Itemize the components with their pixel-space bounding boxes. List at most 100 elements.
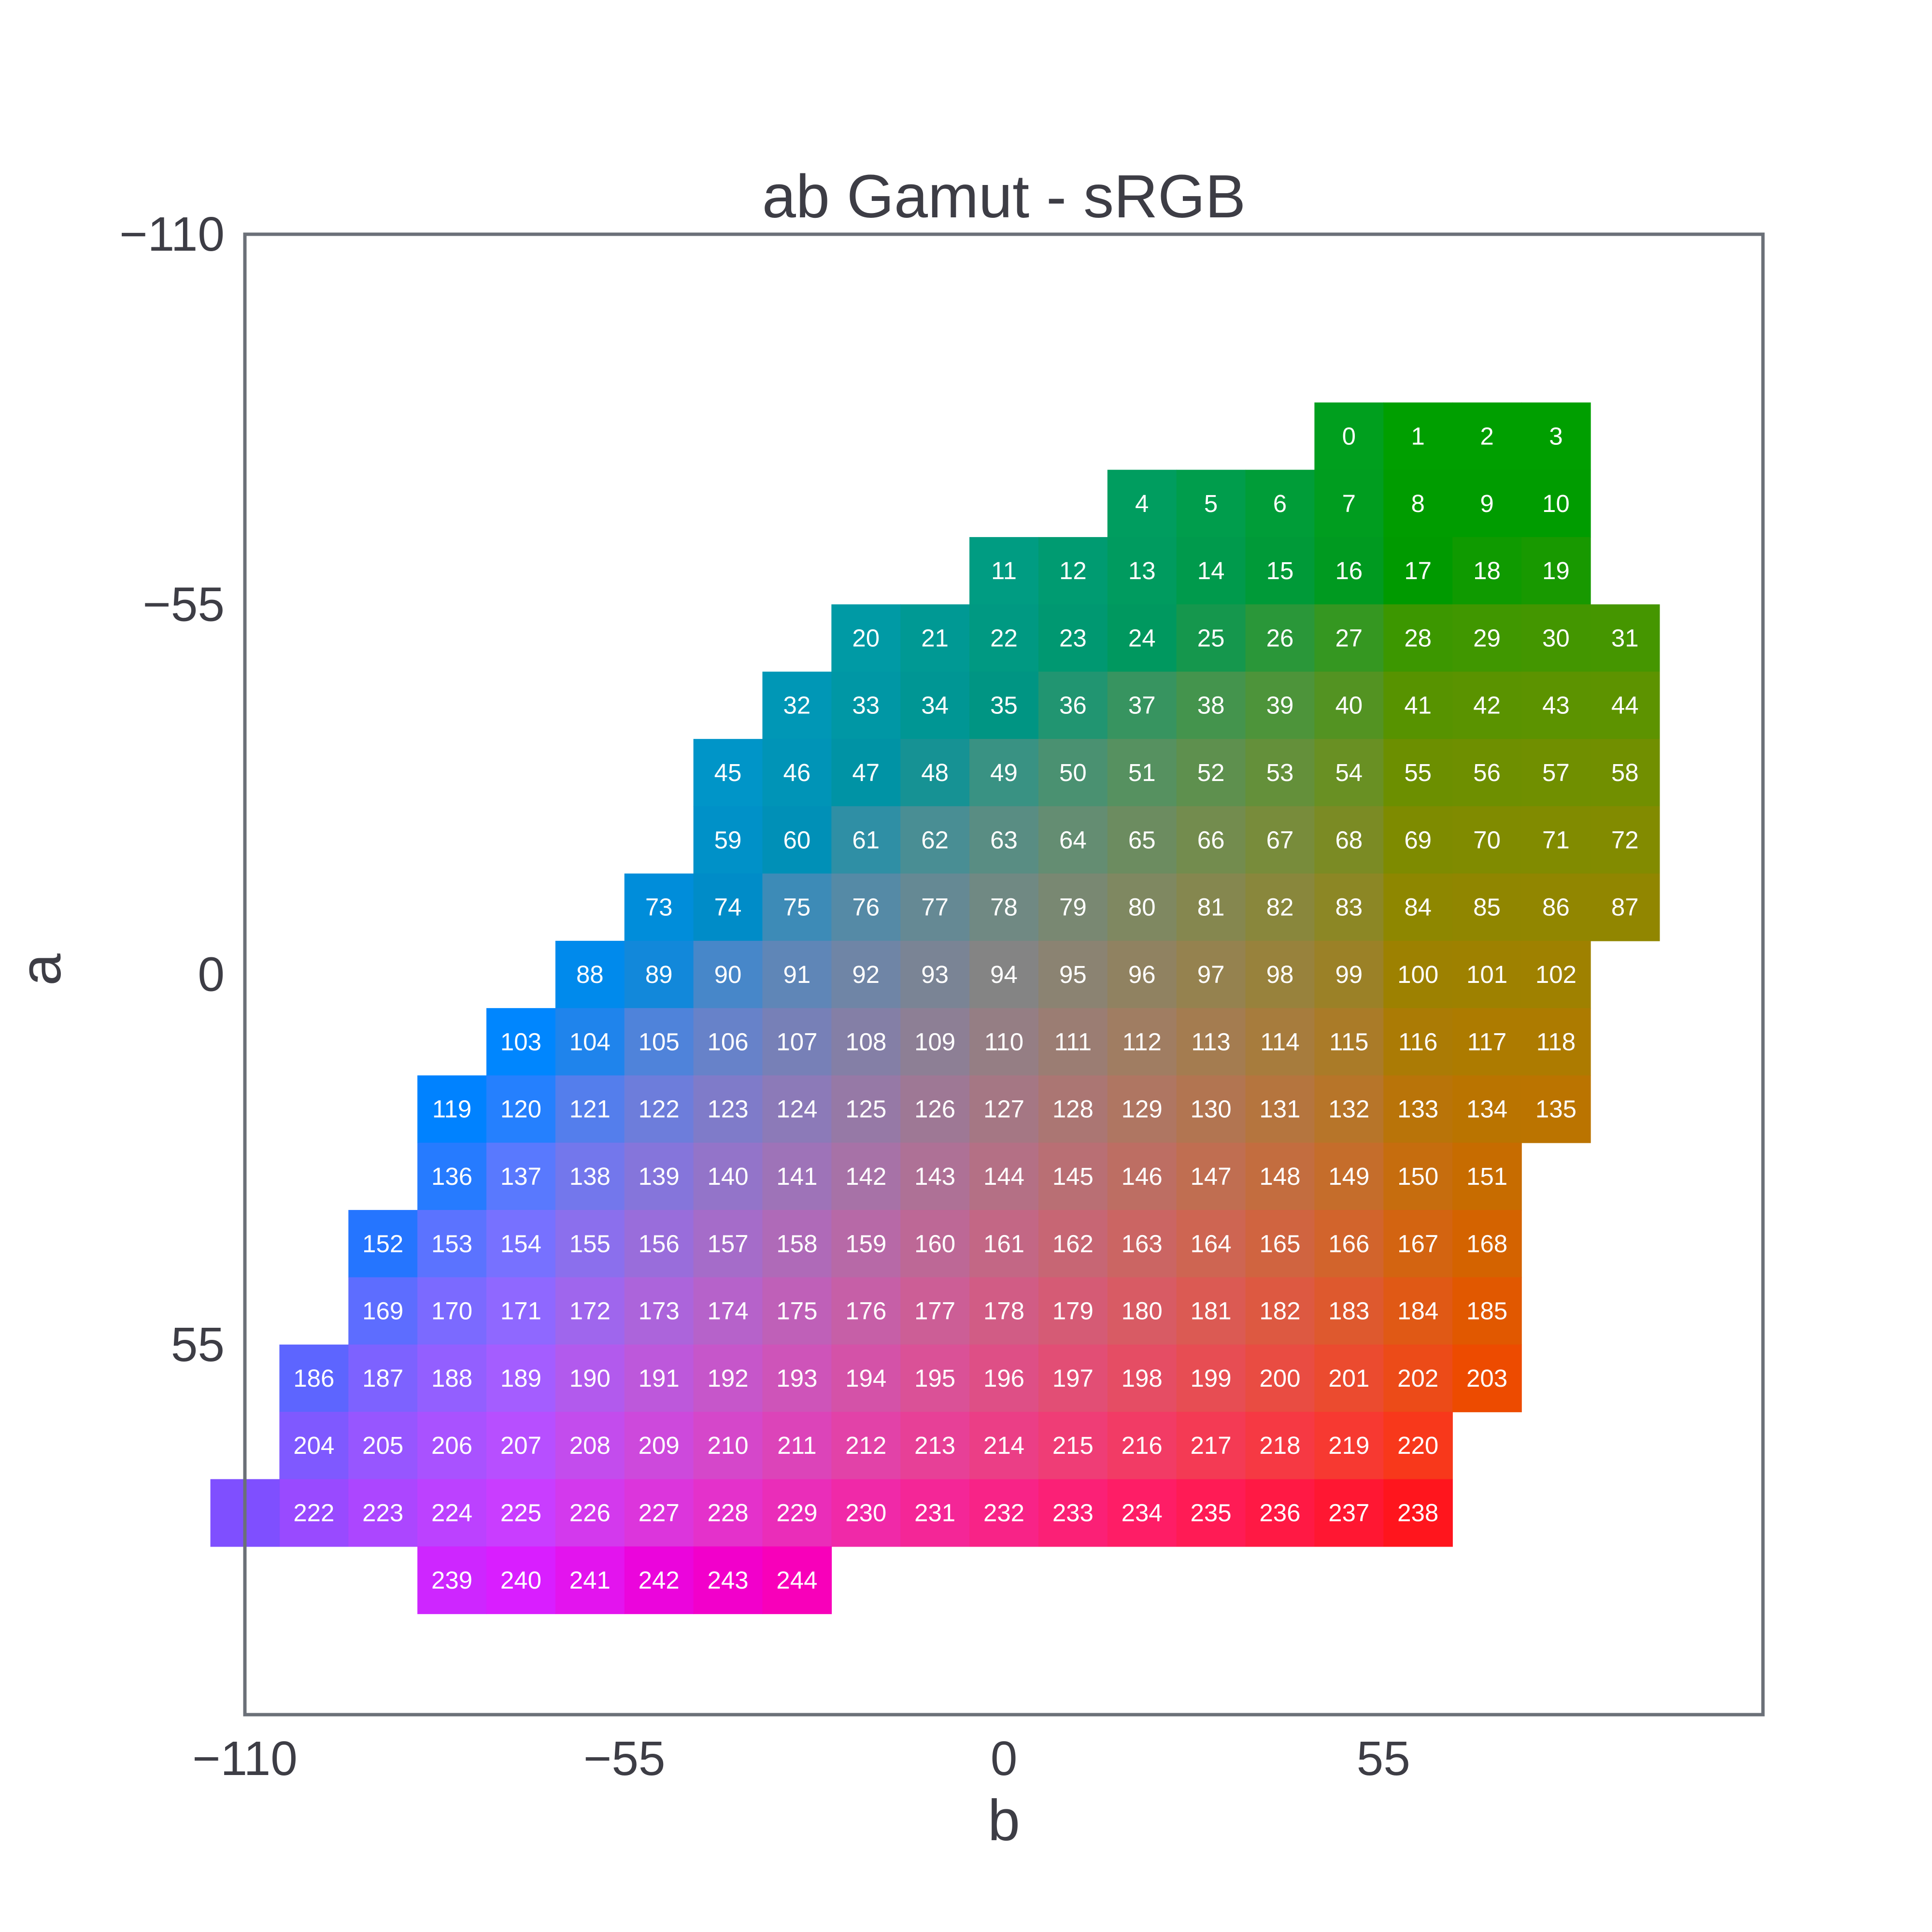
gamut-cell: [831, 940, 901, 1009]
gamut-cell: [1383, 1412, 1453, 1480]
cell-index-label: 179: [1052, 1297, 1094, 1325]
cell-index-label: 31: [1611, 624, 1639, 652]
gamut-cell: [624, 1546, 694, 1614]
gamut-cell: [1245, 1210, 1315, 1278]
gamut-cell: [1314, 604, 1384, 672]
gamut-cell: [693, 873, 763, 941]
cell-index-label: 226: [569, 1499, 611, 1527]
cell-index-label: 27: [1335, 624, 1363, 652]
cell-index-label: 37: [1128, 692, 1156, 719]
gamut-cell: [1107, 1008, 1177, 1076]
gamut-cell: [1245, 604, 1315, 672]
gamut-cell: [1452, 537, 1522, 605]
gamut-cell: [762, 1412, 832, 1480]
cell-index-label: 76: [852, 894, 880, 921]
cell-index-label: 152: [362, 1230, 403, 1257]
cell-index-label: 80: [1128, 894, 1156, 921]
gamut-cell: [1107, 1277, 1177, 1345]
gamut-cell: [1452, 1142, 1522, 1210]
y-tick-label: −110: [119, 207, 225, 261]
cell-index-label: 41: [1404, 692, 1432, 719]
gamut-cell: [1245, 1479, 1315, 1547]
gamut-cell: [1452, 1277, 1522, 1345]
cell-index-label: 213: [914, 1432, 955, 1459]
cell-index-label: 157: [707, 1230, 748, 1257]
cell-index-label: 164: [1191, 1230, 1232, 1257]
cell-index-label: 206: [431, 1432, 472, 1459]
cell-index-label: 153: [431, 1230, 472, 1257]
cell-index-label: 187: [362, 1364, 403, 1392]
cell-index-label: 243: [707, 1566, 748, 1594]
cell-index-label: 32: [783, 692, 811, 719]
gamut-cell: [555, 1277, 625, 1345]
gamut-cell: [417, 1142, 487, 1210]
gamut-cell: [762, 1344, 832, 1412]
gamut-cell: [1452, 739, 1522, 807]
gamut-cell: [1521, 469, 1591, 538]
gamut-cell: [1038, 1479, 1108, 1547]
cell-index-label: 147: [1191, 1163, 1232, 1190]
gamut-cell: [1590, 604, 1660, 672]
cell-index-label: 137: [500, 1163, 541, 1190]
gamut-cell: [1107, 537, 1177, 605]
cell-index-label: 202: [1397, 1364, 1438, 1392]
cell-index-label: 120: [500, 1095, 541, 1123]
gamut-cell: [486, 1142, 556, 1210]
gamut-cell: [969, 873, 1039, 941]
gamut-cell: [1245, 1277, 1315, 1345]
gamut-cell: [624, 1075, 694, 1143]
gamut-cell: [969, 739, 1039, 807]
gamut-cell: [969, 1412, 1039, 1480]
gamut-cell: [1383, 1210, 1453, 1278]
cell-index-label: 193: [776, 1364, 817, 1392]
cell-index-label: 72: [1611, 826, 1639, 853]
cell-index-label: 104: [569, 1028, 611, 1055]
cell-index-label: 149: [1328, 1163, 1369, 1190]
cell-index-label: 8: [1411, 490, 1424, 517]
cell-index-label: 169: [362, 1297, 403, 1325]
cell-index-label: 205: [362, 1432, 403, 1459]
cell-index-label: 224: [431, 1499, 472, 1527]
cell-index-label: 91: [783, 961, 811, 988]
cell-index-label: 132: [1328, 1095, 1369, 1123]
cell-index-label: 77: [921, 894, 949, 921]
gamut-cell: [900, 671, 970, 739]
cell-index-label: 131: [1259, 1095, 1300, 1123]
gamut-cell: [1383, 469, 1453, 538]
gamut-cell: [900, 1008, 970, 1076]
gamut-cell: [1038, 1412, 1108, 1480]
gamut-cell: [555, 1075, 625, 1143]
gamut-cell: [486, 1546, 556, 1614]
gamut-cell: [1452, 940, 1522, 1009]
cell-index-label: 47: [852, 759, 880, 786]
gamut-cell: [1245, 1008, 1315, 1076]
cell-index-label: 217: [1191, 1432, 1232, 1459]
gamut-cell: [1521, 806, 1591, 874]
cell-index-label: 84: [1404, 894, 1432, 921]
cell-index-label: 166: [1328, 1230, 1369, 1257]
cell-index-label: 192: [707, 1364, 748, 1392]
cell-index-label: 58: [1611, 759, 1639, 786]
gamut-cell: [693, 1277, 763, 1345]
cell-index-label: 0: [1342, 422, 1356, 450]
gamut-cell: [1107, 940, 1177, 1009]
cell-index-label: 50: [1059, 759, 1087, 786]
gamut-cell: [1176, 604, 1246, 672]
cell-index-label: 216: [1122, 1432, 1163, 1459]
gamut-cell: [1245, 940, 1315, 1009]
gamut-cell: [486, 1412, 556, 1480]
gamut-cell: [1383, 1479, 1453, 1547]
gamut-cell: [762, 806, 832, 874]
cell-index-label: 199: [1191, 1364, 1232, 1392]
cell-index-label: 145: [1052, 1163, 1094, 1190]
gamut-cell: [969, 1142, 1039, 1210]
gamut-cell: [1176, 1142, 1246, 1210]
cell-index-label: 142: [845, 1163, 886, 1190]
cell-index-label: 140: [707, 1163, 748, 1190]
cell-index-label: 39: [1266, 692, 1294, 719]
cell-index-label: 165: [1259, 1230, 1300, 1257]
gamut-cell: [900, 604, 970, 672]
gamut-cell: [1383, 1344, 1453, 1412]
cell-index-label: 117: [1467, 1028, 1506, 1055]
